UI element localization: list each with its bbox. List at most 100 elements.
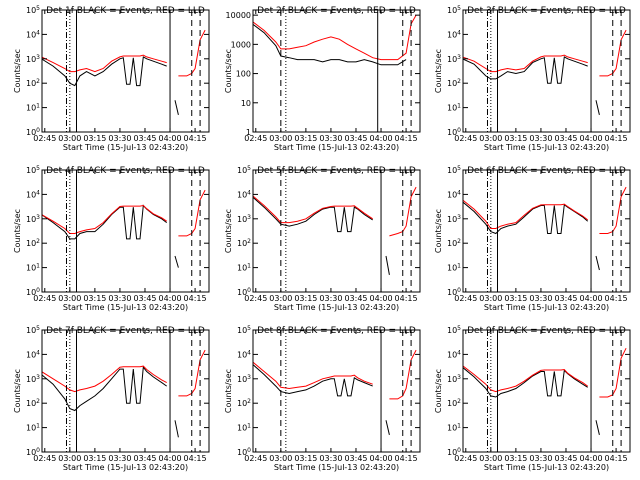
x-tick-label: 03:30 [319, 134, 342, 143]
y-tick-label: 104 [237, 349, 251, 359]
plot-frame [252, 329, 421, 453]
x-tick-label: 04:00 [159, 134, 182, 143]
x-tick-label: 03:15 [294, 454, 317, 463]
x-tick-label: 03:00 [58, 294, 81, 303]
x-tick-label: 03:00 [269, 134, 292, 143]
y-tick-label: 103 [237, 214, 251, 224]
y-tick-label: 105 [26, 325, 40, 335]
y-tick-label: 102 [447, 238, 461, 248]
y-tick-label: 102 [447, 78, 461, 88]
y-tick-label: 102 [237, 238, 251, 248]
x-tick-label: 03:45 [133, 454, 156, 463]
plot-frame [41, 9, 210, 133]
x-tick-label: 03:30 [108, 294, 131, 303]
x-axis-label: Start Time (15-Jul-13 02:43:20) [63, 143, 188, 152]
y-axis-label: Counts/sec [434, 209, 443, 253]
y-tick-label: 102 [237, 398, 251, 408]
x-tick-label: 04:15 [395, 454, 418, 463]
x-axis-label: Start Time (15-Jul-13 02:43:20) [274, 303, 399, 312]
y-tick-label: 105 [237, 325, 251, 335]
panel-title: Det 6f BLACK = Events, RED = LLD [467, 166, 626, 176]
x-tick-label: 03:30 [529, 134, 552, 143]
x-tick-label: 02:45 [33, 134, 56, 143]
y-tick-label: 103 [447, 54, 461, 64]
panel-7: Det 7f BLACK = Events, RED = LLD 02:45 03:… [13, 325, 210, 472]
y-tick-label: 105 [447, 325, 461, 335]
y-tick-label: 104 [447, 29, 461, 39]
x-tick-label: 02:45 [244, 454, 267, 463]
y-tick-label: 100 [237, 287, 251, 297]
plot-frame [462, 9, 631, 133]
x-tick-label: 03:00 [479, 294, 502, 303]
y-tick-label: 100 [447, 287, 461, 297]
y-tick-label: 101 [237, 263, 251, 273]
x-tick-label: 03:45 [554, 134, 577, 143]
x-tick-label: 04:15 [605, 294, 628, 303]
x-tick-label: 02:45 [33, 454, 56, 463]
y-axis-label: Counts/sec [224, 209, 233, 253]
x-tick-label: 04:00 [370, 294, 393, 303]
x-tick-label: 03:00 [269, 454, 292, 463]
x-tick-label: 04:00 [159, 294, 182, 303]
series-line-lld [463, 29, 627, 77]
x-tick-label: 03:45 [133, 294, 156, 303]
x-tick-label: 03:30 [108, 134, 131, 143]
plot-frame [252, 9, 421, 133]
x-tick-label: 03:15 [294, 134, 317, 143]
x-tick-label: 04:00 [370, 454, 393, 463]
y-tick-label: 100 [237, 447, 251, 457]
y-tick-label: 105 [26, 165, 40, 175]
y-tick-label: 10000 [226, 11, 251, 20]
y-tick-label: 104 [447, 189, 461, 199]
y-tick-label: 101 [447, 423, 461, 433]
y-tick-label: 101 [237, 423, 251, 433]
y-tick-label: 104 [26, 189, 40, 199]
y-axis-label: Counts/sec [224, 49, 233, 93]
x-tick-label: 03:45 [133, 134, 156, 143]
panel-title: Det 7f BLACK = Events, RED = LLD [46, 326, 205, 336]
x-tick-label: 04:15 [184, 454, 207, 463]
y-tick-label: 105 [447, 165, 461, 175]
x-tick-label: 03:00 [58, 134, 81, 143]
series-line-lld [253, 186, 417, 237]
x-tick-label: 03:30 [108, 454, 131, 463]
x-tick-label: 02:45 [244, 294, 267, 303]
y-tick-label: 10 [241, 99, 251, 108]
x-tick-label: 03:15 [83, 134, 106, 143]
y-tick-label: 101 [26, 103, 40, 113]
x-tick-label: 02:45 [244, 134, 267, 143]
y-tick-label: 100 [26, 447, 40, 457]
x-tick-label: 02:45 [33, 294, 56, 303]
y-tick-label: 101 [447, 103, 461, 113]
x-tick-label: 03:30 [529, 294, 552, 303]
y-tick-label: 104 [237, 189, 251, 199]
series-line-lld [42, 29, 206, 77]
y-tick-label: 104 [447, 349, 461, 359]
y-tick-label: 101 [26, 263, 40, 273]
y-tick-label: 103 [26, 374, 40, 384]
y-tick-label: 100 [447, 127, 461, 137]
x-tick-label: 04:00 [580, 134, 603, 143]
y-tick-label: 101 [26, 423, 40, 433]
y-tick-label: 100 [447, 447, 461, 457]
y-axis-label: Counts/sec [434, 369, 443, 413]
series-line-lld [463, 186, 627, 234]
y-tick-label: 102 [26, 398, 40, 408]
x-tick-label: 04:15 [184, 294, 207, 303]
y-tick-label: 105 [237, 165, 251, 175]
panel-title: Det 5f BLACK = Events, RED = LLD [257, 166, 416, 176]
plot-frame [462, 169, 631, 293]
panel-title: Det 1f BLACK = Events, RED = LLD [46, 6, 205, 16]
series-line-events [463, 56, 600, 116]
y-tick-label: 102 [447, 398, 461, 408]
x-tick-label: 03:15 [83, 294, 106, 303]
y-tick-label: 1 [246, 128, 251, 137]
series-line-events [42, 365, 179, 438]
series-line-events [463, 201, 600, 271]
y-tick-label: 103 [447, 374, 461, 384]
x-tick-label: 03:45 [344, 294, 367, 303]
